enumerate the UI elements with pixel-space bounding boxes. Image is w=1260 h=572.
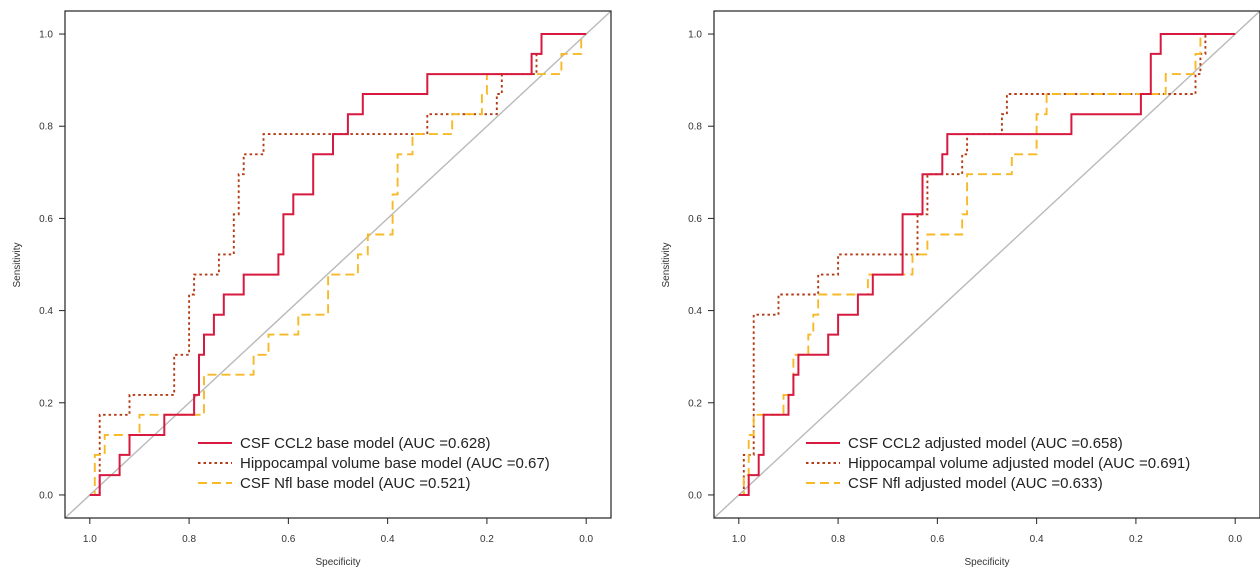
legend: CSF CCL2 base model (AUC =0.628) Hippocam… xyxy=(198,435,550,492)
roc-curve-1 xyxy=(89,33,587,496)
y-tick-label: 1.0 xyxy=(39,30,53,41)
y-tick-label: 0.6 xyxy=(39,214,53,225)
x-axis-title: Specificity xyxy=(964,557,1009,568)
y-tick-label: 0.8 xyxy=(688,122,702,133)
x-tick-label: 0.6 xyxy=(281,534,295,545)
x-tick-label: 0.8 xyxy=(182,534,196,545)
y-tick-label: 1.0 xyxy=(688,30,702,41)
legend-label-1: CSF CCL2 adjusted model (AUC =0.658) xyxy=(848,435,1123,452)
roc-panel-left: 1.0 0.8 0.6 0.4 0.2 0.0 0.0 0.2 0.4 0.6 0.8 1.0 Spe… xyxy=(12,10,612,568)
x-tick-label: 1.0 xyxy=(732,534,746,545)
chance-reference-line xyxy=(713,10,1260,519)
y-tick-label: 0.2 xyxy=(39,398,53,409)
y-axis-title: Sensitivity xyxy=(12,242,23,287)
x-tick-label: 1.0 xyxy=(83,534,97,545)
x-tick-label: 0.0 xyxy=(579,534,593,545)
chance-reference-line xyxy=(64,10,612,519)
roc-curve-2 xyxy=(738,33,1236,496)
legend: CSF CCL2 adjusted model (AUC =0.658) Hipp… xyxy=(806,435,1190,492)
roc-curve-3 xyxy=(89,33,587,496)
y-tick-label: 0.4 xyxy=(688,306,702,317)
plot-frame xyxy=(713,10,1260,519)
plot-frame xyxy=(64,10,612,519)
x-axis-title: Specificity xyxy=(315,557,360,568)
roc-panel-right: 1.0 0.8 0.6 0.4 0.2 0.0 0.0 0.2 0.4 0.6 0.8 1.0 Spe… xyxy=(661,10,1260,568)
x-tick-label: 0.8 xyxy=(831,534,845,545)
x-tick-label: 0.0 xyxy=(1228,534,1242,545)
legend-label-2: Hippocampal volume base model (AUC =0.67… xyxy=(240,455,550,472)
y-tick-label: 0.6 xyxy=(688,214,702,225)
roc-curve-1 xyxy=(738,33,1236,496)
y-axis-title: Sensitivity xyxy=(661,242,672,287)
x-tick-label: 0.2 xyxy=(1129,534,1143,545)
legend-label-2: Hippocampal volume adjusted model (AUC =… xyxy=(848,455,1190,472)
y-tick-label: 0.8 xyxy=(39,122,53,133)
x-tick-label: 0.4 xyxy=(381,534,395,545)
x-tick-label: 0.2 xyxy=(480,534,494,545)
legend-label-1: CSF CCL2 base model (AUC =0.628) xyxy=(240,435,491,452)
x-tick-label: 0.4 xyxy=(1030,534,1044,545)
legend-label-3: CSF Nfl adjusted model (AUC =0.633) xyxy=(848,475,1103,492)
y-tick-label: 0.4 xyxy=(39,306,53,317)
y-tick-label: 0.0 xyxy=(688,490,702,501)
y-tick-label: 0.0 xyxy=(39,490,53,501)
x-tick-label: 0.6 xyxy=(930,534,944,545)
y-tick-label: 0.2 xyxy=(688,398,702,409)
legend-label-3: CSF Nfl base model (AUC =0.521) xyxy=(240,475,471,492)
